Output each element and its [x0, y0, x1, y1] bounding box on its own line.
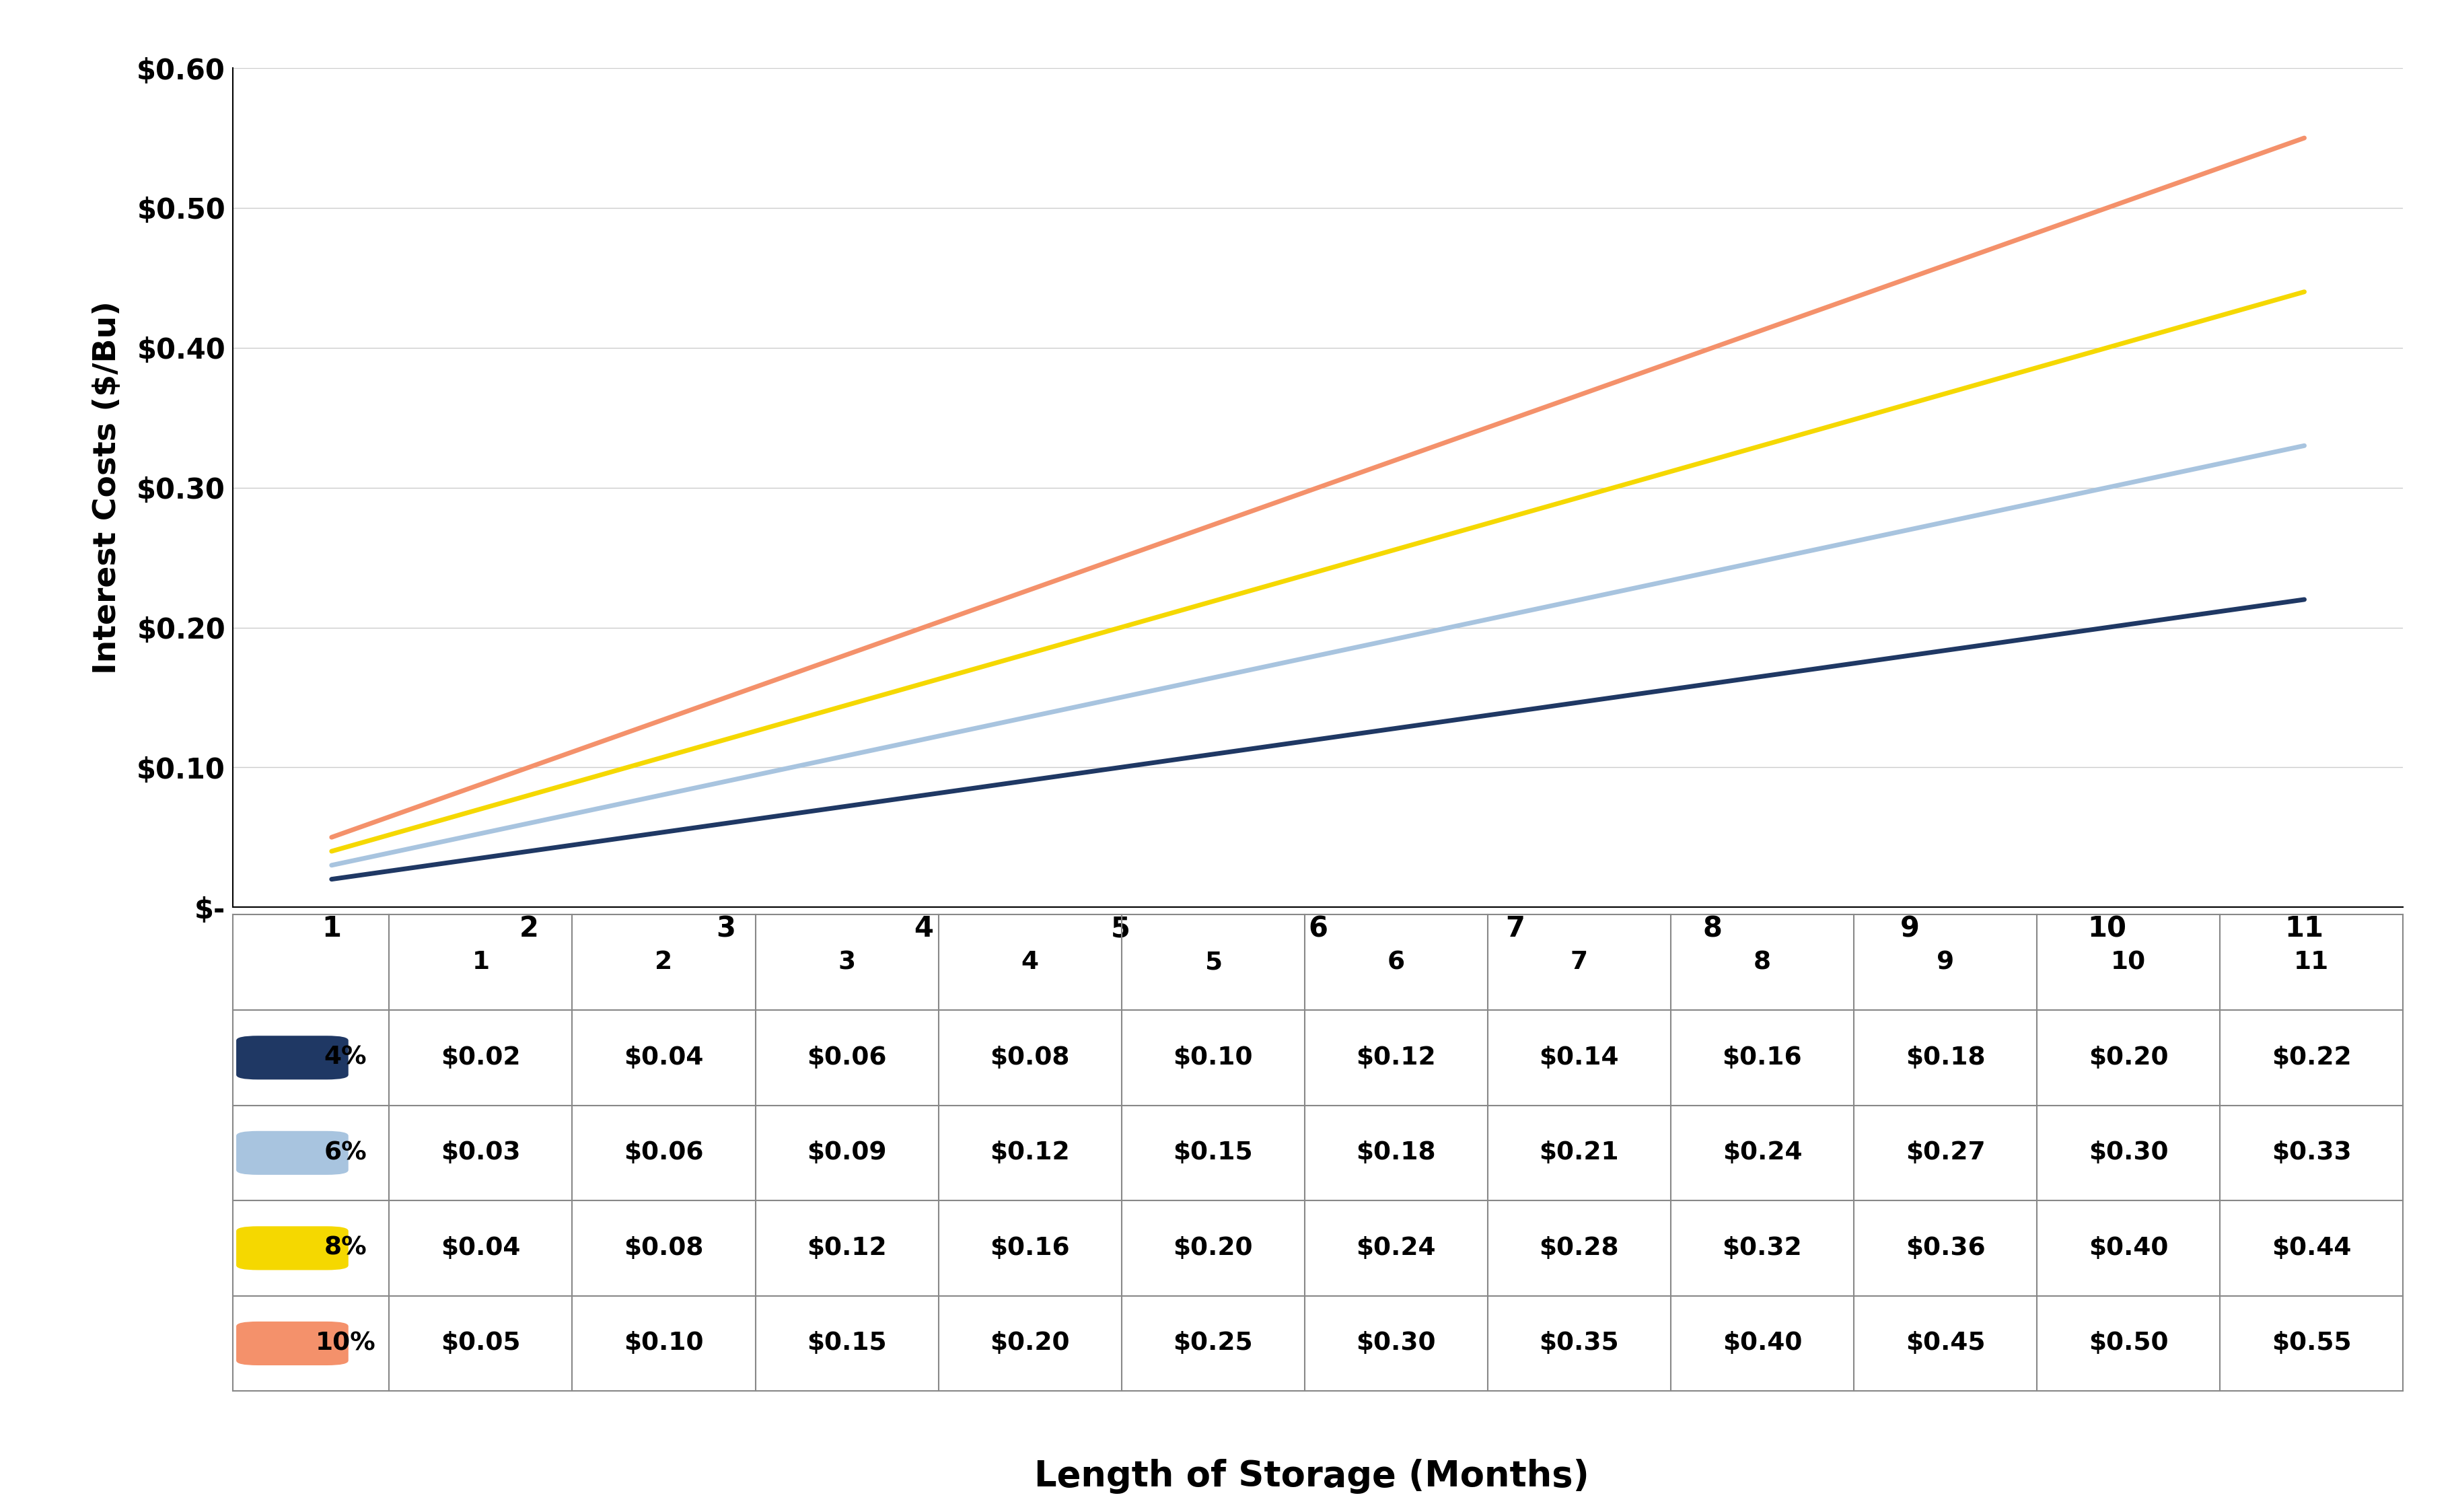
- Text: $0.05: $0.05: [441, 1331, 520, 1356]
- Text: 5: 5: [1204, 950, 1221, 975]
- Text: $0.21: $0.21: [1540, 1140, 1618, 1166]
- Text: $0.09: $0.09: [807, 1140, 888, 1166]
- Text: 3: 3: [839, 950, 856, 975]
- Text: $0.27: $0.27: [1905, 1140, 1986, 1166]
- Text: $0.10: $0.10: [1172, 1045, 1253, 1070]
- Text: $0.18: $0.18: [1905, 1045, 1986, 1070]
- FancyBboxPatch shape: [235, 1321, 348, 1365]
- Text: $0.12: $0.12: [1356, 1045, 1437, 1070]
- Text: $0.08: $0.08: [623, 1235, 704, 1261]
- Text: $0.55: $0.55: [2271, 1331, 2351, 1356]
- Text: 10: 10: [2111, 950, 2146, 975]
- Text: $0.15: $0.15: [1172, 1140, 1253, 1166]
- FancyBboxPatch shape: [235, 1131, 348, 1175]
- Text: 2: 2: [655, 950, 672, 975]
- Text: $0.06: $0.06: [807, 1045, 888, 1070]
- Text: $0.30: $0.30: [2089, 1140, 2168, 1166]
- Text: $0.28: $0.28: [1540, 1235, 1618, 1261]
- Text: 7: 7: [1569, 950, 1589, 975]
- Text: Length of Storage (Months): Length of Storage (Months): [1035, 1459, 1589, 1494]
- FancyBboxPatch shape: [235, 1036, 348, 1080]
- Text: $0.04: $0.04: [441, 1235, 520, 1261]
- Text: $0.33: $0.33: [2271, 1140, 2351, 1166]
- Text: 11: 11: [2293, 950, 2329, 975]
- Text: $0.24: $0.24: [1356, 1235, 1437, 1261]
- Text: $0.24: $0.24: [1721, 1140, 1802, 1166]
- Y-axis label: Interest Costs ($/Bu): Interest Costs ($/Bu): [93, 301, 123, 674]
- Text: $0.40: $0.40: [2089, 1235, 2168, 1261]
- Text: $0.20: $0.20: [991, 1331, 1069, 1356]
- Text: $0.04: $0.04: [623, 1045, 704, 1070]
- Text: $0.50: $0.50: [2089, 1331, 2168, 1356]
- Text: $0.36: $0.36: [1905, 1235, 1986, 1261]
- Text: $0.18: $0.18: [1356, 1140, 1437, 1166]
- Text: $0.44: $0.44: [2271, 1235, 2351, 1261]
- Text: $0.16: $0.16: [991, 1235, 1069, 1261]
- Text: $0.15: $0.15: [807, 1331, 888, 1356]
- Text: $0.20: $0.20: [1172, 1235, 1253, 1261]
- Text: 6%: 6%: [324, 1140, 368, 1166]
- Text: 9: 9: [1937, 950, 1954, 975]
- Text: $0.35: $0.35: [1540, 1331, 1618, 1356]
- Text: $0.10: $0.10: [623, 1331, 704, 1356]
- Text: $0.20: $0.20: [2089, 1045, 2168, 1070]
- Text: 4%: 4%: [324, 1045, 368, 1070]
- Text: $0.25: $0.25: [1172, 1331, 1253, 1356]
- Text: $0.12: $0.12: [807, 1235, 888, 1261]
- Text: $0.32: $0.32: [1721, 1235, 1802, 1261]
- Text: $0.22: $0.22: [2271, 1045, 2351, 1070]
- Text: $0.40: $0.40: [1721, 1331, 1802, 1356]
- Text: 1: 1: [471, 950, 490, 975]
- Text: 10%: 10%: [316, 1331, 375, 1356]
- Text: $0.45: $0.45: [1905, 1331, 1986, 1356]
- Text: 8%: 8%: [324, 1235, 368, 1261]
- FancyBboxPatch shape: [235, 1226, 348, 1270]
- Text: $0.06: $0.06: [623, 1140, 704, 1166]
- Text: $0.14: $0.14: [1540, 1045, 1618, 1070]
- Text: 6: 6: [1388, 950, 1405, 975]
- Text: $0.08: $0.08: [991, 1045, 1069, 1070]
- Text: $0.30: $0.30: [1356, 1331, 1437, 1356]
- Text: $0.03: $0.03: [441, 1140, 520, 1166]
- Text: 8: 8: [1753, 950, 1770, 975]
- Text: 4: 4: [1020, 950, 1040, 975]
- Text: $0.02: $0.02: [441, 1045, 520, 1070]
- Text: $0.12: $0.12: [991, 1140, 1069, 1166]
- Text: $0.16: $0.16: [1721, 1045, 1802, 1070]
